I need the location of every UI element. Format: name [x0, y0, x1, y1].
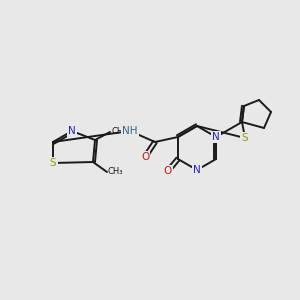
Text: N: N — [68, 126, 76, 136]
Text: CH₃: CH₃ — [111, 128, 127, 136]
Text: N: N — [212, 132, 220, 142]
Text: S: S — [242, 133, 248, 143]
Text: N: N — [193, 165, 201, 175]
Text: O: O — [164, 166, 172, 176]
Text: S: S — [50, 158, 56, 168]
Text: NH: NH — [122, 126, 138, 136]
Text: O: O — [141, 152, 149, 162]
Text: CH₃: CH₃ — [108, 167, 124, 176]
